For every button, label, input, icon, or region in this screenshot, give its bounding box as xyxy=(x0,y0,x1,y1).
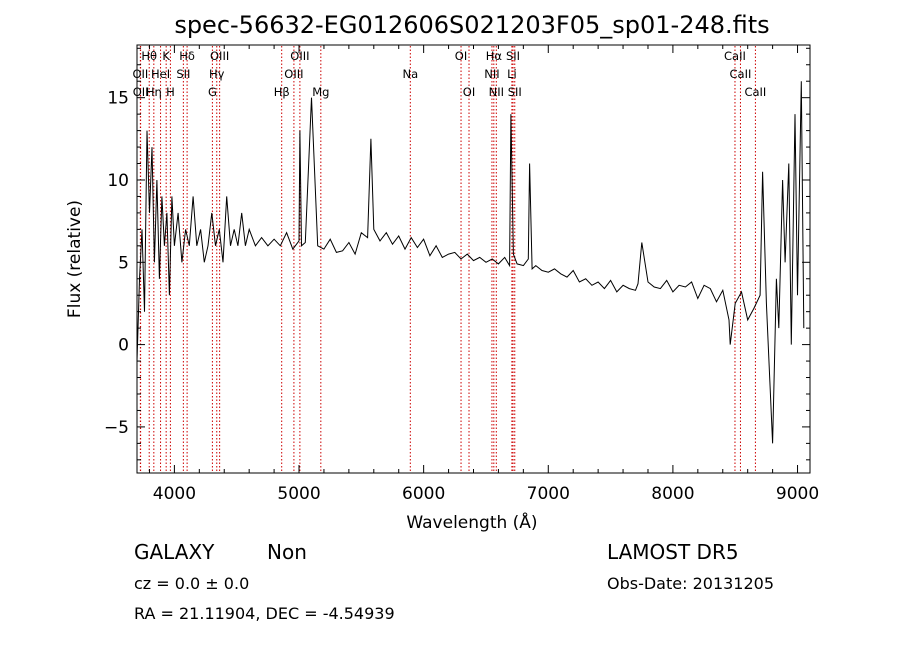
line-marker-label: OIII xyxy=(210,49,229,63)
line-marker-label: CaII xyxy=(730,67,752,81)
line-marker-label: CaII xyxy=(744,85,766,99)
y-tick-label: 5 xyxy=(118,253,129,273)
y-tick-label: 15 xyxy=(107,89,129,109)
survey-name: LAMOST DR5 xyxy=(607,540,739,564)
object-subclass: Non xyxy=(267,540,307,564)
x-tick-label: 9000 xyxy=(776,484,819,504)
line-marker-label: Hη xyxy=(146,85,162,99)
spectrum-line xyxy=(136,81,805,444)
line-marker-label: SII xyxy=(508,85,522,99)
spectral-line-markers xyxy=(139,46,756,472)
line-marker-label: Hδ xyxy=(179,49,195,63)
chart-title: spec-56632-EG012606S021203F05_sp01-248.f… xyxy=(174,11,769,39)
x-axis-label: Wavelength (Å) xyxy=(406,511,537,533)
line-marker-label: Hα xyxy=(486,49,503,63)
y-tick-label: −5 xyxy=(104,418,129,438)
line-marker-label: OII xyxy=(132,67,148,81)
line-marker-label: K xyxy=(162,49,170,63)
line-marker-label: Mg xyxy=(312,85,329,99)
line-marker-label: SII xyxy=(176,67,190,81)
x-tick-label: 7000 xyxy=(527,484,570,504)
plot-frame xyxy=(136,44,811,474)
line-marker-label: OIII xyxy=(284,67,303,81)
line-marker-label: OI xyxy=(463,85,475,99)
line-marker-label: SII xyxy=(506,49,520,63)
y-axis-ticks: −5 0 5 10 15 xyxy=(104,47,810,461)
line-marker-label: Hβ xyxy=(274,85,290,99)
line-marker-label: Na xyxy=(402,67,418,81)
x-tick-label: 6000 xyxy=(402,484,445,504)
line-marker-label: NII xyxy=(489,85,504,99)
y-tick-label: 10 xyxy=(107,171,129,191)
line-marker-label: H xyxy=(166,85,175,99)
x-tick-label: 8000 xyxy=(651,484,694,504)
redshift-cz: cz = 0.0 ± 0.0 xyxy=(134,574,249,593)
line-marker-label: Li xyxy=(507,67,517,81)
object-class: GALAXY xyxy=(134,540,215,564)
x-axis-ticks: 4000 5000 6000 7000 8000 9000 xyxy=(148,45,819,504)
line-marker-label: OI xyxy=(455,49,467,63)
y-axis-label: Flux (relative) xyxy=(65,200,85,318)
line-marker-label: OIII xyxy=(290,49,309,63)
x-tick-label: 4000 xyxy=(153,484,196,504)
y-tick-label: 0 xyxy=(118,336,129,356)
line-marker-label: NII xyxy=(484,67,499,81)
line-marker-label: CaII xyxy=(724,49,746,63)
observation-date: Obs-Date: 20131205 xyxy=(607,574,774,593)
line-marker-label: G xyxy=(208,85,217,99)
line-marker-label: Hγ xyxy=(209,67,225,81)
line-marker-label: Hθ xyxy=(141,49,157,63)
coordinates: RA = 21.11904, DEC = -4.54939 xyxy=(134,604,395,623)
x-tick-label: 5000 xyxy=(277,484,320,504)
line-marker-label: HeI xyxy=(151,67,170,81)
